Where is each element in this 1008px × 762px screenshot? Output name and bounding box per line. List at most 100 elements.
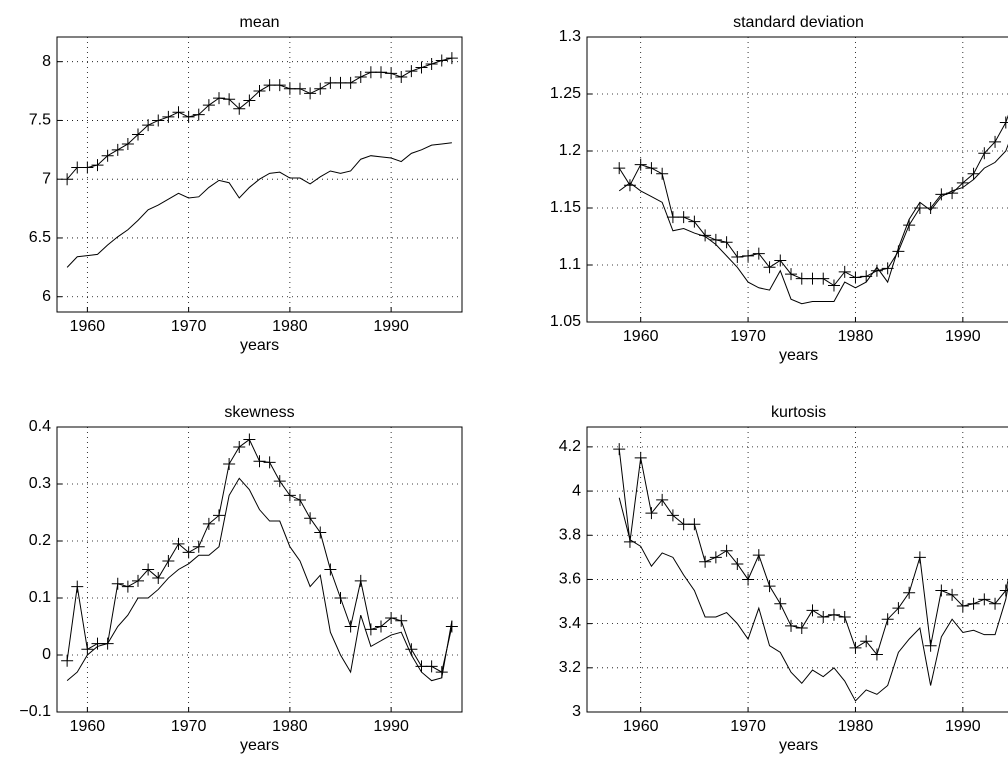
plus-marker	[111, 577, 124, 590]
x-tick-label: 1970	[730, 328, 766, 345]
plus-marker	[192, 108, 205, 121]
plus-marker	[81, 161, 94, 174]
x-tick-label: 1990	[945, 328, 981, 345]
plus-marker	[731, 251, 744, 264]
x-tick-label: 1980	[838, 328, 874, 345]
plus-marker	[924, 639, 937, 652]
plus-marker	[405, 643, 418, 656]
plus-marker	[91, 637, 104, 650]
plus-marker	[892, 602, 905, 615]
plus-marker	[935, 584, 948, 597]
plus-marker	[634, 451, 647, 464]
plus-marker	[172, 537, 185, 550]
plus-marker	[785, 619, 798, 632]
plus-marker	[223, 93, 236, 106]
plus-marker	[999, 116, 1008, 129]
y-tick-label: 0.2	[29, 532, 51, 549]
plus-marker	[795, 622, 808, 635]
plus-marker	[445, 52, 458, 65]
plus-marker	[720, 544, 733, 557]
plus-marker	[838, 265, 851, 278]
plus-marker	[677, 211, 690, 224]
x-axis-label: years	[779, 737, 818, 754]
plus-marker	[243, 94, 256, 107]
x-tick-label: 1990	[373, 718, 409, 735]
plus-marker	[795, 272, 808, 285]
plus-marker	[182, 110, 195, 123]
plus-marker	[273, 79, 286, 92]
plus-marker	[324, 76, 337, 89]
plus-marker	[314, 82, 327, 95]
plus-marker	[71, 580, 84, 593]
plus-marker	[61, 654, 74, 667]
plus-marker	[162, 554, 175, 567]
plus-marker	[425, 660, 438, 673]
y-tick-label: 1.1	[559, 256, 581, 273]
y-tick-label: 1.2	[559, 142, 581, 159]
plus-marker	[61, 173, 74, 186]
plus-marker	[967, 167, 980, 180]
plus-marker	[364, 66, 377, 79]
plus-marker	[999, 584, 1008, 597]
plus-marker	[364, 623, 377, 636]
plus-marker	[354, 574, 367, 587]
plus-marker	[645, 162, 658, 175]
y-tick-label: 1.25	[550, 85, 581, 102]
plus-marker	[989, 597, 1002, 610]
plus-marker	[172, 106, 185, 119]
plus-marker	[152, 114, 165, 127]
plus-marker	[817, 611, 830, 623]
plus-marker	[924, 202, 937, 214]
plus-marker	[425, 58, 438, 71]
plus-marker	[405, 65, 418, 78]
x-tick-label: 1970	[171, 718, 207, 735]
y-tick-label: 0.3	[29, 475, 51, 492]
series-line	[66, 477, 453, 682]
plus-marker	[294, 82, 306, 95]
plus-marker	[774, 254, 787, 267]
plus-marker	[132, 574, 144, 587]
y-tick-label: 3	[572, 703, 581, 720]
plus-marker	[142, 119, 155, 132]
plus-marker	[385, 67, 398, 80]
plot-frame	[56, 426, 463, 713]
plus-marker	[71, 161, 84, 174]
plus-marker	[202, 517, 215, 530]
series-line	[66, 438, 453, 673]
plus-marker	[699, 555, 712, 568]
y-tick-label: 4	[572, 482, 581, 499]
plus-marker	[334, 592, 347, 604]
plus-marker	[111, 143, 124, 156]
plus-marker	[956, 599, 969, 612]
y-tick-label: 3.2	[559, 659, 581, 676]
plus-marker	[613, 443, 626, 456]
plus-marker	[989, 135, 1002, 148]
plus-marker	[827, 608, 840, 621]
plus-marker	[375, 66, 387, 79]
plus-marker	[415, 61, 428, 74]
series-line	[618, 114, 1008, 287]
plus-marker	[314, 526, 327, 539]
x-tick-label: 1990	[945, 718, 981, 735]
plus-marker	[121, 137, 134, 150]
plus-marker	[132, 128, 144, 141]
x-axis-label: years	[240, 737, 279, 754]
x-tick-label: 1970	[730, 718, 766, 735]
plus-marker	[294, 493, 306, 506]
series-line	[66, 142, 452, 268]
plus-marker	[742, 249, 755, 262]
plus-marker	[742, 573, 755, 586]
plus-marker	[709, 551, 722, 564]
plus-marker	[913, 202, 926, 214]
plus-marker	[763, 261, 776, 274]
plus-marker	[162, 110, 175, 123]
plus-marker	[263, 79, 276, 92]
plus-marker	[817, 272, 830, 285]
plus-marker	[806, 604, 819, 617]
plus-marker	[903, 586, 916, 599]
plus-marker	[415, 660, 428, 673]
plus-marker	[395, 614, 408, 627]
plus-marker	[101, 149, 114, 162]
plus-marker	[849, 271, 862, 284]
y-tick-label: −0.1	[19, 703, 51, 720]
